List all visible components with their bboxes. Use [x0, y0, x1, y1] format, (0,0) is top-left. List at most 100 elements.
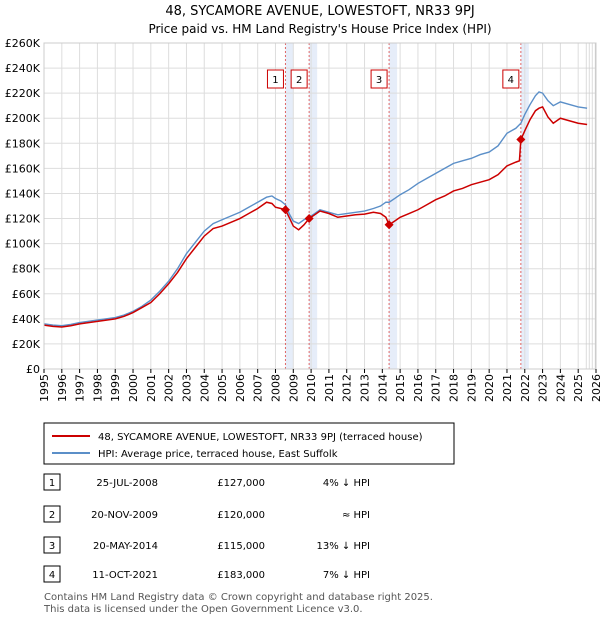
- y-tick-label: £80K: [12, 263, 41, 276]
- x-tick-label: 1998: [91, 374, 104, 402]
- footer-line-2: This data is licensed under the Open Gov…: [43, 604, 363, 615]
- x-tick-label: 1999: [109, 374, 122, 402]
- sale-label-text: 2: [296, 75, 302, 86]
- sale-date: 20-MAY-2014: [93, 541, 158, 552]
- sales-row: 1 25-JUL-2008 £127,000 4% ↓ HPI: [43, 473, 370, 491]
- sale-number-box: [43, 505, 61, 523]
- legend: 48, SYCAMORE AVENUE, LOWESTOFT, NR33 9PJ…: [43, 422, 455, 465]
- y-tick-label: £220K: [5, 87, 41, 100]
- sale-price: £127,000: [217, 478, 265, 489]
- sale-shade-band: [389, 43, 398, 369]
- x-tick-label: 2011: [323, 374, 336, 402]
- sale-number: 3: [49, 541, 55, 552]
- hpi-series-line: [43, 91, 588, 327]
- sales-row: 2 20-NOV-2009 £120,000 ≈ HPI: [43, 505, 370, 523]
- x-tick-label: 2021: [501, 374, 514, 402]
- sale-point: [280, 205, 290, 215]
- y-axis-ticks: £0 £20K £40K £60K £80K £100K £120K £140K £160K £1…: [5, 37, 41, 376]
- sale-number: 2: [49, 510, 55, 521]
- chart-subtitle: Price paid vs. HM Land Registry's House …: [148, 22, 491, 36]
- sale-date: 20-NOV-2009: [91, 510, 158, 521]
- y-tick-label: £200K: [5, 112, 41, 125]
- x-tick-label: 2010: [305, 374, 318, 402]
- sale-number: 4: [49, 570, 55, 581]
- x-tick-label: 2024: [554, 374, 567, 402]
- sale-hpi: 4% ↓ HPI: [323, 478, 370, 489]
- x-axis-ticks: 1995 1996 1997 1998 1999 2000 2001 2002 2003 2004…: [38, 369, 600, 402]
- x-tick-label: 2015: [394, 374, 407, 402]
- legend-price-label: 48, SYCAMORE AVENUE, LOWESTOFT, NR33 9PJ…: [98, 432, 423, 443]
- sales-row: 3 20-MAY-2014 £115,000 13% ↓ HPI: [43, 536, 370, 554]
- sale-number-box: [43, 565, 61, 583]
- forecast-hatch: [585, 43, 596, 369]
- x-tick-label: 2003: [180, 374, 193, 402]
- x-tick-label: 2020: [483, 374, 496, 402]
- x-tick-label: 2002: [163, 374, 176, 402]
- y-tick-label: £100K: [5, 238, 41, 251]
- sale-labels: 1 2 3 4: [266, 69, 520, 89]
- sale-label-text: 4: [508, 75, 514, 86]
- y-tick-label: £60K: [12, 288, 41, 301]
- x-tick-label: 2008: [269, 374, 282, 402]
- sale-date: 25-JUL-2008: [96, 478, 158, 489]
- y-tick-label: £240K: [5, 62, 41, 75]
- x-tick-label: 2014: [376, 374, 389, 402]
- shading-group: [285, 43, 529, 369]
- sale-hpi: 7% ↓ HPI: [323, 570, 370, 581]
- y-tick-label: £120K: [5, 213, 41, 226]
- sale-date: 11-OCT-2021: [92, 570, 158, 581]
- sale-label-box: [502, 69, 520, 89]
- sale-price: £183,000: [217, 570, 265, 581]
- x-tick-label: 2026: [590, 374, 600, 402]
- sales-table: 1 25-JUL-2008 £127,000 4% ↓ HPI 2 20-NOV…: [43, 473, 370, 583]
- sale-shade-band: [309, 43, 318, 369]
- sale-points: [280, 135, 526, 230]
- sales-row: 4 11-OCT-2021 £183,000 7% ↓ HPI: [43, 565, 370, 583]
- footer-line-1: Contains HM Land Registry data © Crown c…: [44, 592, 433, 603]
- sale-marker-lines: [284, 43, 522, 369]
- y-tick-label: £140K: [5, 187, 41, 200]
- sale-point: [384, 220, 394, 230]
- sale-number-box: [43, 536, 61, 554]
- x-tick-label: 2012: [341, 374, 354, 402]
- sale-label-box: [370, 69, 388, 89]
- x-tick-label: 2023: [537, 374, 550, 402]
- x-tick-label: 2001: [145, 374, 158, 402]
- sale-label-text: 1: [272, 75, 278, 86]
- y-tick-label: £160K: [5, 162, 41, 175]
- x-tick-label: 2005: [216, 374, 229, 402]
- sale-label-box: [290, 69, 308, 89]
- x-tick-label: 2018: [448, 374, 461, 402]
- price-series-line: [43, 106, 588, 328]
- sale-point: [516, 135, 526, 145]
- chart-title: 48, SYCAMORE AVENUE, LOWESTOFT, NR33 9PJ: [165, 4, 474, 19]
- sale-hpi: 13% ↓ HPI: [317, 541, 370, 552]
- sale-number-box: [43, 473, 61, 491]
- x-tick-label: 2000: [127, 374, 140, 402]
- sale-number: 1: [49, 478, 55, 489]
- x-tick-label: 2019: [465, 374, 478, 402]
- grid: [43, 42, 597, 370]
- x-tick-label: 2017: [430, 374, 443, 402]
- sale-label-box: [266, 69, 284, 89]
- x-tick-label: 2006: [234, 374, 247, 402]
- y-tick-label: £0: [26, 363, 40, 376]
- y-tick-label: £260K: [5, 37, 41, 50]
- sale-shade-band: [285, 43, 294, 369]
- sale-label-text: 3: [376, 75, 382, 86]
- x-tick-label: 2009: [287, 374, 300, 402]
- x-tick-label: 2022: [519, 374, 532, 402]
- x-tick-label: 2025: [572, 374, 585, 402]
- x-tick-label: 2016: [412, 374, 425, 402]
- y-tick-label: £20K: [12, 338, 41, 351]
- x-tick-label: 2013: [359, 374, 372, 402]
- plot-frame: [43, 42, 597, 370]
- x-tick-label: 2004: [198, 374, 211, 402]
- x-tick-label: 1997: [74, 374, 87, 402]
- x-tick-label: 1995: [38, 374, 51, 402]
- sale-price: £115,000: [217, 541, 265, 552]
- y-tick-label: £40K: [12, 313, 41, 326]
- sale-point: [304, 214, 314, 224]
- sale-price: £120,000: [217, 510, 265, 521]
